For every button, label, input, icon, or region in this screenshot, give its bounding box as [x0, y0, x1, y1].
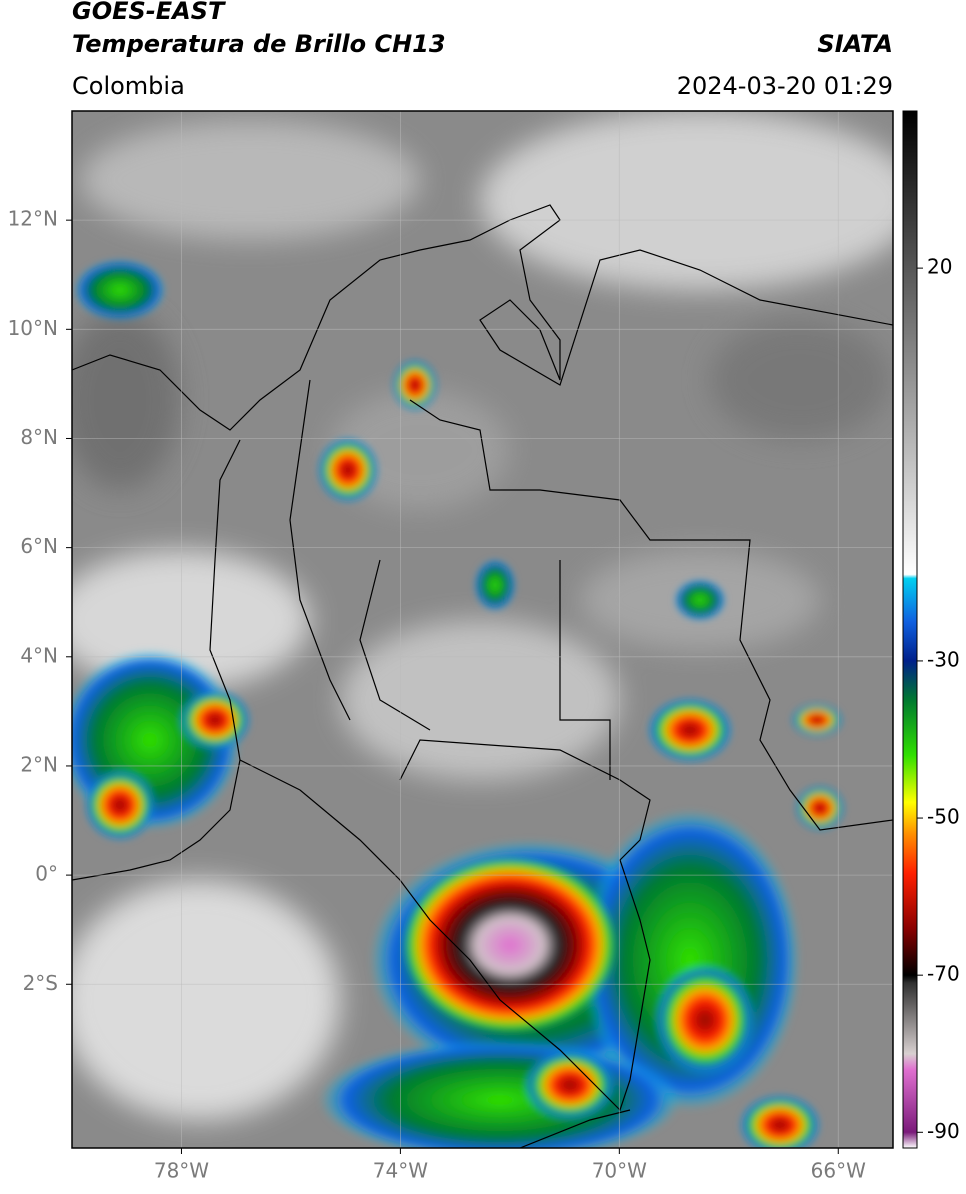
x-tick-label: 66°W: [811, 1159, 866, 1183]
colorbar-scale: [902, 110, 918, 1149]
region: Colombia: [72, 72, 185, 100]
subtitle: Temperatura de Brillo CH13: [72, 30, 446, 58]
y-tick-label: 4°N: [20, 643, 58, 667]
source: SIATA: [817, 30, 893, 58]
colorbar-tick-label: 20: [927, 255, 952, 279]
datetime: 2024-03-20 01:29: [677, 72, 893, 100]
grid: [72, 111, 893, 1148]
y-tick-label: 2°S: [23, 971, 58, 995]
colorbar: 20 -30 -50 -70 -90: [902, 110, 960, 1149]
y-tick-label: 10°N: [8, 316, 58, 340]
colorbar-tick-label: -30: [927, 647, 960, 671]
y-tick-label: 8°N: [20, 425, 58, 449]
colorbar-tick-label: -90: [927, 1119, 960, 1143]
title: GOES-EAST: [72, 0, 226, 25]
y-tick-label: 6°N: [20, 534, 58, 558]
colorbar-tick-label: -70: [927, 962, 960, 986]
map-frame: [71, 110, 894, 1149]
y-tick-label: 2°N: [20, 752, 58, 776]
x-tick-label: 78°W: [154, 1159, 209, 1183]
x-tick-label: 74°W: [373, 1159, 428, 1183]
x-tick-label: 70°W: [592, 1159, 647, 1183]
y-tick-label: 12°N: [8, 207, 58, 231]
map-image: [72, 111, 893, 1148]
y-tick-label: 0°: [35, 862, 58, 886]
colorbar-tick-label: -50: [927, 805, 960, 829]
